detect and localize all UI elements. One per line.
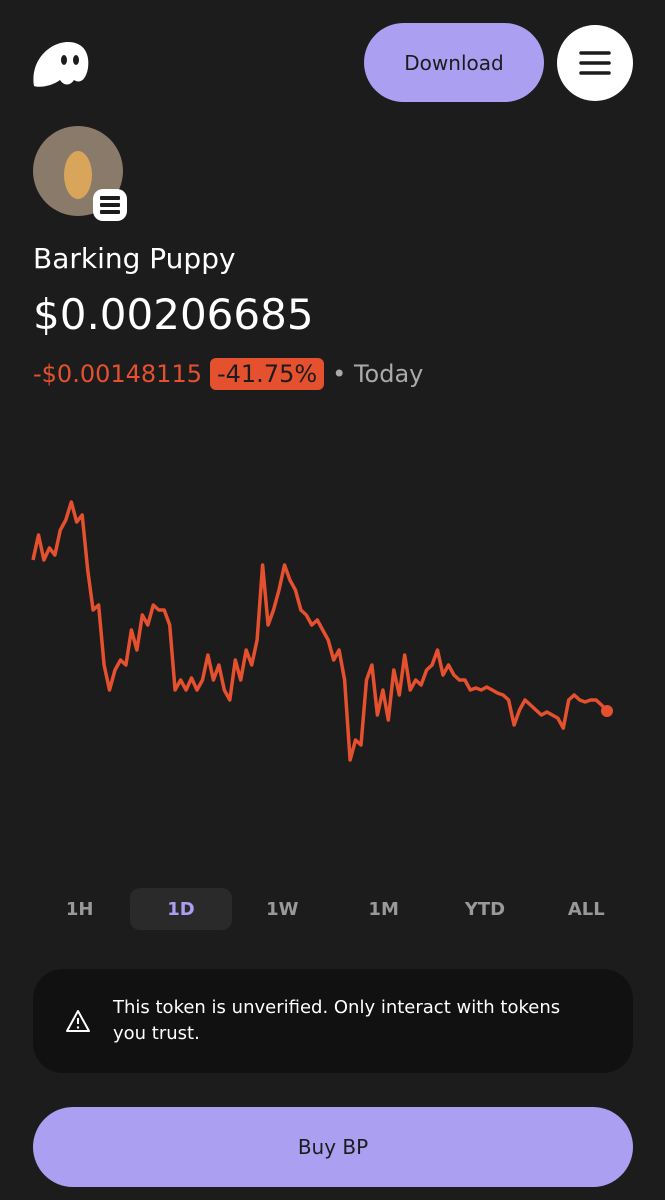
menu-icon bbox=[579, 51, 611, 75]
price-line bbox=[31, 500, 609, 762]
last-price-dot bbox=[601, 705, 613, 718]
token-avatar bbox=[33, 126, 127, 221]
change-amount: -$0.00148115 bbox=[33, 360, 202, 388]
range-tab[interactable]: 1D bbox=[130, 888, 232, 930]
range-tab[interactable]: YTD bbox=[464, 898, 506, 920]
range-tabs: 1H 1D 1W 1M YTD ALL bbox=[29, 888, 637, 930]
warning-box: This token is unverified. Only interact … bbox=[33, 969, 633, 1073]
change-percent: -41.75% bbox=[209, 358, 325, 390]
range-tab[interactable]: 1H bbox=[65, 898, 94, 920]
warning-icon bbox=[66, 1010, 90, 1032]
range-tab[interactable]: ALL bbox=[567, 898, 605, 920]
logo[interactable] bbox=[30, 40, 92, 90]
range-tab[interactable]: 1W bbox=[266, 898, 299, 920]
price-chart bbox=[31, 500, 613, 762]
range-tab[interactable]: 1M bbox=[368, 898, 399, 920]
period-label: • Today bbox=[332, 360, 424, 388]
menu-button[interactable] bbox=[557, 25, 633, 101]
period: Today bbox=[353, 360, 424, 388]
warning-text: This token is unverified. Only interact … bbox=[113, 997, 561, 1044]
buy-button[interactable]: Buy BP bbox=[33, 1107, 633, 1187]
price-change: -$0.00148115 -41.75% • Today bbox=[33, 358, 423, 390]
token-price: $0.00206685 bbox=[33, 290, 314, 339]
download-button[interactable]: Download bbox=[364, 23, 544, 102]
token-name: Barking Puppy bbox=[33, 242, 236, 275]
